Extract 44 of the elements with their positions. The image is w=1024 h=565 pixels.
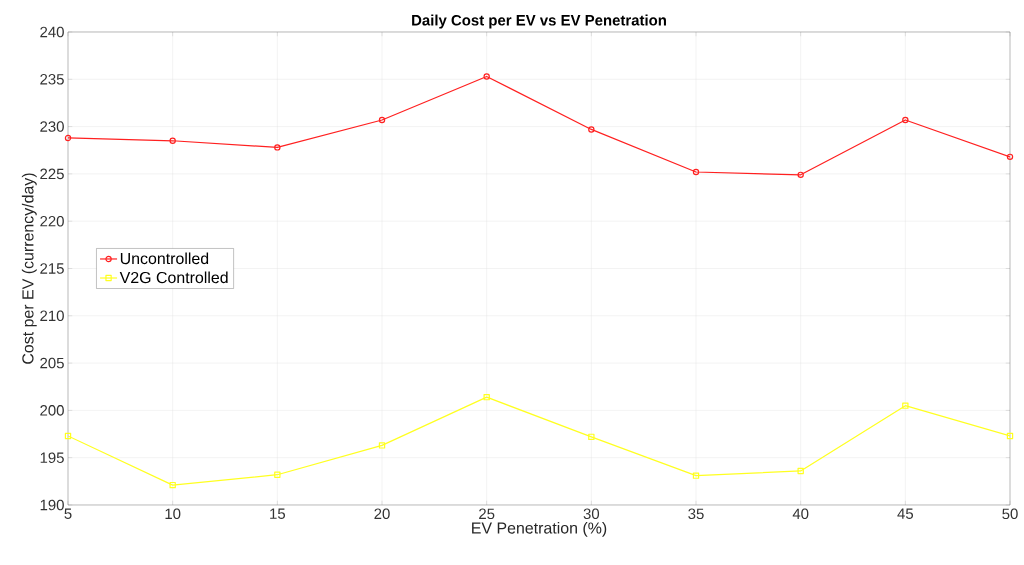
y-tick-label: 195 [40,452,64,463]
point [692,472,700,479]
y-tick-label: 240 [40,26,64,38]
point [274,144,281,151]
x-tick-label: 15 [270,508,286,519]
y-tick-label: 235 [40,73,64,85]
point [64,432,72,440]
point [378,442,386,449]
point [169,481,176,489]
point [588,126,595,133]
point [169,137,176,144]
y-tick-label: 210 [40,310,64,322]
point [902,116,909,124]
point [378,116,386,124]
x-tick-label: 40 [792,508,809,520]
point [1006,432,1014,440]
x-tick-label: 35 [688,508,704,520]
y-tick-label: 230 [40,121,64,132]
x-tick-label: 30 [583,508,600,520]
point [588,433,595,441]
x-tick-label: 45 [897,508,914,519]
point [483,73,490,80]
x-tick-label: 5 [64,508,72,519]
y-tick-label: 215 [40,263,64,274]
y-axis-title: Cost per EV (currency/day) [21,173,37,364]
x-axis-title: EV Penetration (%) [472,521,607,537]
point [797,467,804,475]
point [797,171,804,179]
y-tick-label: 220 [40,215,64,227]
y-tick-label: 190 [40,499,64,511]
y-tick-label: 205 [40,357,64,369]
x-tick-label: 10 [165,508,181,520]
x-tick-label: 50 [1002,508,1018,520]
point [902,402,909,409]
point [692,168,700,176]
chart-title: Daily Cost per EV vs EV Penetration [412,14,666,29]
y-tick-label: 200 [40,405,64,416]
x-tick-label: 25 [479,508,495,520]
legend-label: V2G Controlled [119,271,228,284]
point [483,393,490,401]
y-tick-label: 225 [40,168,64,180]
legend-label: Uncontrolled [120,252,209,265]
x-tick-label: 20 [374,508,390,520]
point [274,471,281,478]
